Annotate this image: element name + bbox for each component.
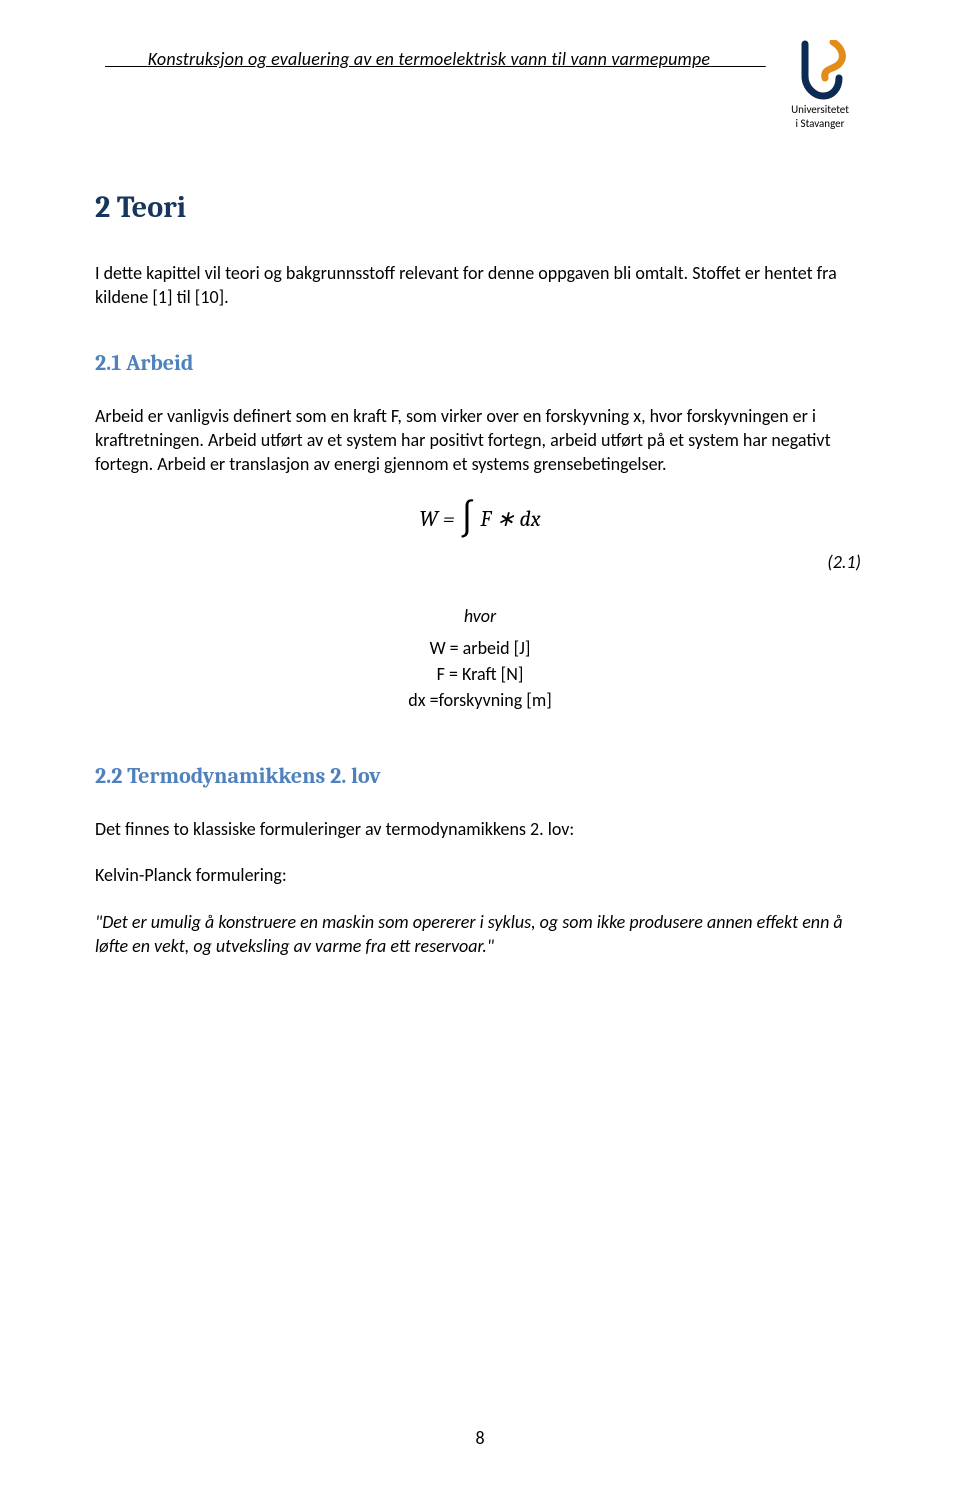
where-line-2: F = Kraft [N] xyxy=(95,661,865,687)
integral-sign: ∫ xyxy=(459,497,475,541)
page-header: Konstruksjon og evaluering av en termoel… xyxy=(95,40,865,130)
subsection-2-2-para2: Kelvin-Planck formulering: xyxy=(95,863,865,887)
subsection-2-2-heading: 2.2 Termodynamikkens 2. lov xyxy=(95,763,865,789)
equation-expression: W = ∫ F ∗ dx xyxy=(95,499,865,543)
where-line-1: W = arbeid [J] xyxy=(95,635,865,661)
equation-number: (2.1) xyxy=(95,551,865,573)
subsection-2-2-para1: Det finnes to klassiske formuleringer av… xyxy=(95,817,865,841)
university-logo: Universitetet i Stavanger xyxy=(775,40,865,130)
equation-2-1: W = ∫ F ∗ dx xyxy=(95,499,865,543)
running-title-wrap: Konstruksjon og evaluering av en termoel… xyxy=(95,40,755,70)
eq-lhs: W xyxy=(419,506,438,532)
where-label: hvor xyxy=(95,603,865,629)
section-intro: I dette kapittel vil teori og bakgrunnss… xyxy=(95,261,865,310)
where-block: hvor W = arbeid [J] F = Kraft [N] dx =fo… xyxy=(95,603,865,713)
section-heading: 2 Teori xyxy=(95,190,865,225)
subsection-title: Termodynamikkens 2. lov xyxy=(127,763,380,789)
page-number: 8 xyxy=(0,1427,960,1449)
logo-text-line1: Universitetet xyxy=(775,104,865,116)
section-title: Teori xyxy=(117,190,186,225)
section-number: 2 xyxy=(95,190,110,225)
subsection-number: 2.2 xyxy=(95,763,122,789)
subsection-title: Arbeid xyxy=(126,350,193,376)
uis-logo-icon xyxy=(793,40,847,102)
kelvin-planck-quote: "Det er umulig å konstruere en maskin so… xyxy=(95,910,865,959)
eq-eq: = xyxy=(443,506,455,532)
eq-integrand: F ∗ dx xyxy=(480,506,540,532)
subsection-2-1-para: Arbeid er vanligvis definert som en kraf… xyxy=(95,404,865,477)
logo-text-line2: i Stavanger xyxy=(775,118,865,130)
subsection-number: 2.1 xyxy=(95,350,121,376)
subsection-2-1-heading: 2.1 Arbeid xyxy=(95,350,865,376)
running-title: Konstruksjon og evaluering av en termoel… xyxy=(95,48,755,70)
where-line-3: dx =forskyvning [m] xyxy=(95,687,865,713)
